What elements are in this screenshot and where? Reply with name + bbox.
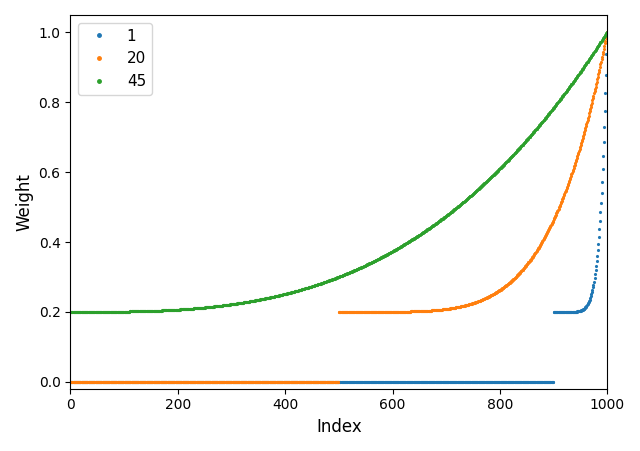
1 <box>577 308 585 313</box>
1 <box>562 309 570 315</box>
1 <box>560 309 568 315</box>
45 <box>284 291 291 296</box>
45 <box>603 30 611 35</box>
1 <box>582 305 589 310</box>
45 <box>121 309 129 314</box>
20 <box>462 303 470 308</box>
45 <box>303 285 310 291</box>
20 <box>596 62 604 67</box>
45 <box>485 177 493 182</box>
Line: 45: 45 <box>68 31 609 313</box>
20 <box>464 302 472 308</box>
1 <box>550 309 557 315</box>
1 <box>600 124 608 130</box>
45 <box>67 309 74 315</box>
20 <box>495 288 502 294</box>
20 <box>335 309 342 315</box>
45 <box>495 167 502 173</box>
45 <box>435 219 443 224</box>
20 <box>555 206 563 211</box>
20 <box>480 296 488 302</box>
1 <box>603 30 611 35</box>
X-axis label: Index: Index <box>316 418 362 436</box>
Y-axis label: Weight: Weight <box>15 173 33 231</box>
1 <box>599 167 607 172</box>
Line: 1: 1 <box>552 31 609 313</box>
Line: 20: 20 <box>337 31 609 313</box>
20 <box>603 30 611 35</box>
Legend: 1, 20, 45: 1, 20, 45 <box>78 23 152 95</box>
